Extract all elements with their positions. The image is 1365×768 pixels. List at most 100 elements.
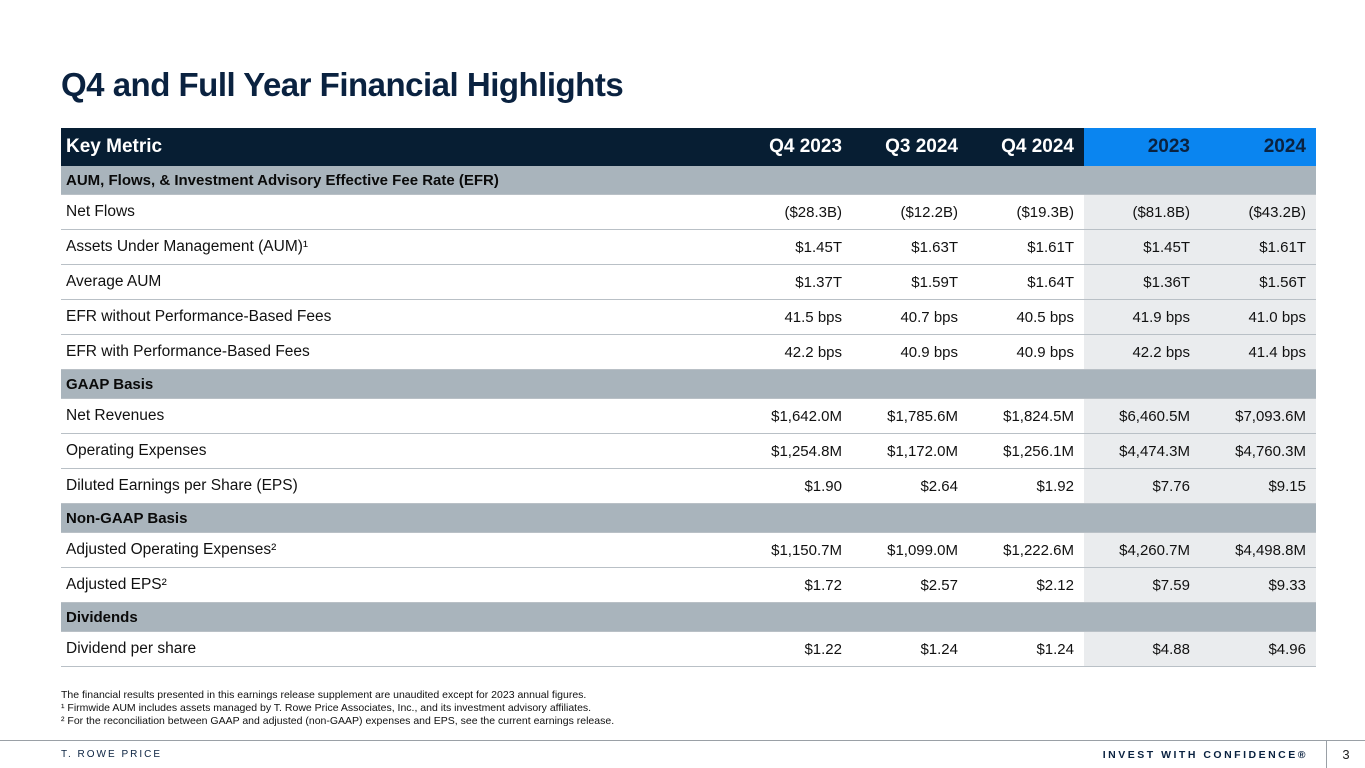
metric-cell: Diluted Earnings per Share (EPS): [61, 468, 736, 504]
value-cell: $1.61T: [968, 229, 1084, 265]
col-header-2024: 2024: [1200, 128, 1316, 166]
value-cell: $1,824.5M: [968, 398, 1084, 434]
value-cell: $4.96: [1200, 631, 1316, 667]
value-cell: 40.9 bps: [968, 334, 1084, 370]
table-row: Average AUM $1.37T $1.59T $1.64T $1.36T …: [61, 264, 1316, 300]
value-cell: $1.63T: [852, 229, 968, 265]
col-header-q3-2024: Q3 2024: [852, 128, 968, 166]
value-cell: $7.59: [1084, 567, 1200, 603]
footer-brand: T. ROWE PRICE: [61, 749, 163, 760]
col-header-q4-2023: Q4 2023: [736, 128, 852, 166]
section-row-aum: AUM, Flows, & Investment Advisory Effect…: [61, 166, 1316, 195]
value-cell: $4,760.3M: [1200, 433, 1316, 469]
value-cell: $1.37T: [736, 264, 852, 300]
footnote-general: The financial results presented in this …: [61, 689, 587, 701]
footer: T. ROWE PRICE INVEST WITH CONFIDENCE® 3: [0, 740, 1365, 768]
value-cell: 41.4 bps: [1200, 334, 1316, 370]
value-cell: 40.5 bps: [968, 299, 1084, 335]
value-cell: $4.88: [1084, 631, 1200, 667]
page-title: Q4 and Full Year Financial Highlights: [61, 66, 624, 104]
value-cell: ($12.2B): [852, 194, 968, 230]
table-row: EFR without Performance-Based Fees 41.5 …: [61, 299, 1316, 335]
value-cell: $1.61T: [1200, 229, 1316, 265]
value-cell: $1.45T: [1084, 229, 1200, 265]
col-header-q4-2024: Q4 2024: [968, 128, 1084, 166]
value-cell: 40.9 bps: [852, 334, 968, 370]
page-number: 3: [1342, 747, 1350, 762]
value-cell: ($19.3B): [968, 194, 1084, 230]
value-cell: $1.56T: [1200, 264, 1316, 300]
footer-divider: [1326, 741, 1327, 768]
section-label: Dividends: [61, 602, 1316, 632]
value-cell: 41.9 bps: [1084, 299, 1200, 335]
footer-right: INVEST WITH CONFIDENCE® 3: [1103, 741, 1365, 768]
value-cell: $1.36T: [1084, 264, 1200, 300]
table-row: Adjusted EPS² $1.72 $2.57 $2.12 $7.59 $9…: [61, 567, 1316, 603]
metric-cell: Assets Under Management (AUM)¹: [61, 229, 736, 265]
metric-cell: Dividend per share: [61, 631, 736, 667]
metric-cell: Net Revenues: [61, 398, 736, 434]
value-cell: $1,642.0M: [736, 398, 852, 434]
value-cell: $4,260.7M: [1084, 532, 1200, 568]
value-cell: $2.57: [852, 567, 968, 603]
value-cell: $1.22: [736, 631, 852, 667]
value-cell: $1.72: [736, 567, 852, 603]
value-cell: $1,222.6M: [968, 532, 1084, 568]
metric-cell: Average AUM: [61, 264, 736, 300]
table-header-row: Key Metric Q4 2023 Q3 2024 Q4 2024 2023 …: [61, 128, 1316, 166]
footnote-1: ¹ Firmwide AUM includes assets managed b…: [61, 702, 592, 714]
metric-cell: Adjusted EPS²: [61, 567, 736, 603]
col-header-key-metric: Key Metric: [61, 128, 736, 166]
footnotes: The financial results presented in this …: [61, 689, 614, 728]
section-label: Non-GAAP Basis: [61, 503, 1316, 533]
table-row: Assets Under Management (AUM)¹ $1.45T $1…: [61, 229, 1316, 265]
value-cell: $7.76: [1084, 468, 1200, 504]
table-row: Dividend per share $1.22 $1.24 $1.24 $4.…: [61, 631, 1316, 667]
section-label: AUM, Flows, & Investment Advisory Effect…: [61, 166, 1316, 195]
section-label: GAAP Basis: [61, 369, 1316, 399]
table-row: Diluted Earnings per Share (EPS) $1.90 $…: [61, 468, 1316, 504]
table-row: Operating Expenses $1,254.8M $1,172.0M $…: [61, 433, 1316, 469]
value-cell: $1.59T: [852, 264, 968, 300]
value-cell: $1,172.0M: [852, 433, 968, 469]
value-cell: 42.2 bps: [736, 334, 852, 370]
value-cell: 40.7 bps: [852, 299, 968, 335]
metric-cell: Operating Expenses: [61, 433, 736, 469]
value-cell: $9.15: [1200, 468, 1316, 504]
metric-cell: EFR without Performance-Based Fees: [61, 299, 736, 335]
value-cell: $1.92: [968, 468, 1084, 504]
col-header-2023: 2023: [1084, 128, 1200, 166]
value-cell: 41.0 bps: [1200, 299, 1316, 335]
value-cell: $4,474.3M: [1084, 433, 1200, 469]
footnote-2: ² For the reconciliation between GAAP an…: [61, 715, 615, 727]
value-cell: ($43.2B): [1200, 194, 1316, 230]
value-cell: 42.2 bps: [1084, 334, 1200, 370]
table-row: Net Flows ($28.3B) ($12.2B) ($19.3B) ($8…: [61, 194, 1316, 230]
value-cell: $1,099.0M: [852, 532, 968, 568]
value-cell: ($81.8B): [1084, 194, 1200, 230]
value-cell: $1.24: [852, 631, 968, 667]
value-cell: $9.33: [1200, 567, 1316, 603]
value-cell: $1,256.1M: [968, 433, 1084, 469]
value-cell: $1,150.7M: [736, 532, 852, 568]
value-cell: $2.12: [968, 567, 1084, 603]
value-cell: $1,785.6M: [852, 398, 968, 434]
table-row: EFR with Performance-Based Fees 42.2 bps…: [61, 334, 1316, 370]
financial-highlights-table: Key Metric Q4 2023 Q3 2024 Q4 2024 2023 …: [61, 128, 1316, 667]
metric-cell: Adjusted Operating Expenses²: [61, 532, 736, 568]
section-row-dividends: Dividends: [61, 602, 1316, 632]
value-cell: $1.24: [968, 631, 1084, 667]
metric-cell: EFR with Performance-Based Fees: [61, 334, 736, 370]
value-cell: $1,254.8M: [736, 433, 852, 469]
section-row-non-gaap: Non-GAAP Basis: [61, 503, 1316, 533]
value-cell: $1.45T: [736, 229, 852, 265]
table-row: Adjusted Operating Expenses² $1,150.7M $…: [61, 532, 1316, 568]
value-cell: $7,093.6M: [1200, 398, 1316, 434]
table-row: Net Revenues $1,642.0M $1,785.6M $1,824.…: [61, 398, 1316, 434]
value-cell: 41.5 bps: [736, 299, 852, 335]
value-cell: $4,498.8M: [1200, 532, 1316, 568]
section-row-gaap: GAAP Basis: [61, 369, 1316, 399]
value-cell: $6,460.5M: [1084, 398, 1200, 434]
value-cell: $2.64: [852, 468, 968, 504]
